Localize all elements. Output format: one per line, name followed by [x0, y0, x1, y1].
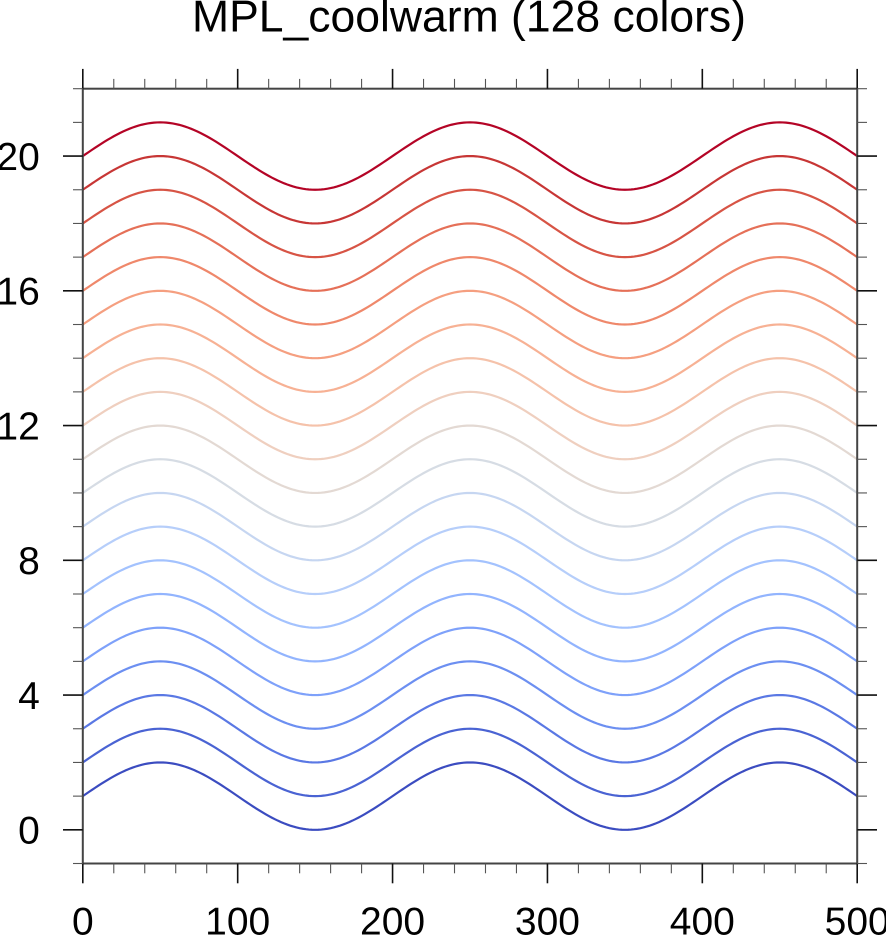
- svg-text:4: 4: [18, 675, 40, 718]
- svg-text:16: 16: [0, 271, 40, 314]
- svg-text:100: 100: [205, 901, 270, 935]
- svg-text:0: 0: [18, 810, 40, 853]
- svg-text:0: 0: [72, 901, 94, 935]
- svg-text:300: 300: [515, 901, 580, 935]
- svg-text:200: 200: [360, 901, 425, 935]
- svg-text:12: 12: [0, 405, 40, 448]
- svg-text:500: 500: [825, 901, 886, 935]
- svg-text:8: 8: [18, 540, 40, 583]
- svg-text:400: 400: [670, 901, 735, 935]
- svg-text:MPL_coolwarm (128 colors): MPL_coolwarm (128 colors): [192, 0, 746, 42]
- svg-text:20: 20: [0, 136, 40, 179]
